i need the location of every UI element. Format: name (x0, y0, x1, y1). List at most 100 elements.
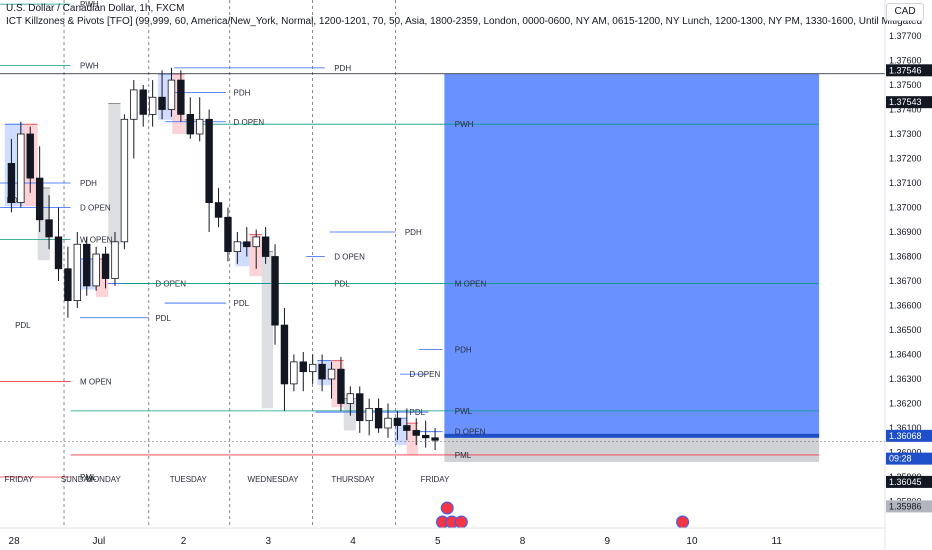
candle-body (243, 241, 251, 248)
event-flag-icon[interactable] (454, 515, 468, 529)
candle-body (186, 114, 194, 135)
day-label: MONDAY (86, 475, 121, 484)
level-label: D OPEN (410, 370, 441, 379)
price-tick: 1.37700 (889, 31, 922, 41)
killzone-box (406, 423, 419, 455)
level-label: PDL (15, 321, 31, 330)
level-label: M OPEN (455, 279, 487, 288)
level-label: PDH (80, 179, 97, 188)
candle-body (26, 133, 34, 179)
position-target-zone (444, 73, 820, 436)
candle-body (356, 393, 364, 422)
candle-body (431, 437, 439, 441)
level-label: PWH (455, 120, 474, 129)
price-label: 1.36045 (889, 477, 922, 487)
candle-body (403, 425, 411, 431)
price-tick: 1.37000 (889, 203, 922, 213)
day-label: WEDNESDAY (248, 475, 300, 484)
price-label: 1.37546 (889, 65, 922, 75)
level-label: PDH (334, 64, 351, 73)
candle-body (92, 253, 100, 287)
candle-body (271, 256, 279, 326)
date-tick: 10 (686, 536, 698, 547)
level-label: PDH (455, 346, 472, 355)
position-stop-zone (444, 435, 820, 462)
candle-body (308, 363, 317, 373)
level-label: PDH (233, 88, 250, 97)
date-tick: 9 (604, 536, 610, 547)
level-label: PML (80, 473, 97, 482)
candle-body (252, 236, 260, 248)
candle-body (101, 253, 110, 279)
event-markers[interactable] (436, 501, 690, 529)
level-label: W OPEN (80, 235, 113, 244)
pivot-levels: PWH PWH PDH D OPEN W OPEN D OPEN PDL M OPEN PML P… (0, 0, 820, 482)
price-label-box (886, 500, 932, 513)
date-tick: 11 (772, 536, 783, 547)
candle-body (384, 417, 392, 429)
candle-body (139, 89, 147, 115)
price-tick: 1.36700 (889, 276, 922, 286)
candle-body (233, 241, 242, 253)
level-label: M OPEN (80, 377, 112, 386)
candle-body (177, 79, 185, 115)
indicator-label[interactable]: ICT Killzones & Pivots [TFO] (99,999, 60… (6, 16, 923, 27)
level-label: PML (455, 451, 472, 460)
level-label: D OPEN (455, 428, 486, 437)
candle-body (261, 236, 270, 257)
price-label-box (886, 64, 932, 77)
level-label: PDL (233, 299, 249, 308)
candle-body (196, 118, 204, 135)
candle-body (346, 393, 355, 404)
candle-body (365, 407, 373, 422)
level-label: PDH (7, 196, 24, 205)
candle-body (290, 361, 298, 385)
candle-body (412, 430, 420, 436)
killzone-box (261, 251, 274, 409)
price-label-box (886, 96, 932, 109)
price-tick: 1.36400 (889, 350, 922, 360)
price-tick: 1.36500 (889, 325, 922, 335)
level-label: D OPEN (80, 204, 111, 213)
level-label: PWL (455, 407, 473, 416)
candle-body (45, 219, 53, 238)
day-label: FRIDAY (421, 475, 450, 484)
candle-body (327, 368, 336, 380)
level-label: PDL (410, 408, 426, 417)
candle-body (421, 434, 430, 439)
candle-body (7, 162, 16, 203)
candle-body (374, 407, 383, 429)
candle-body (120, 118, 129, 243)
candle-body (393, 417, 402, 426)
candle-body (83, 243, 91, 287)
price-tick: 1.37400 (889, 105, 922, 115)
candle-body (73, 243, 82, 301)
candle-body (54, 236, 63, 270)
chart-title: U.S. Dollar / Canadian Dollar, 1h, FXCM (6, 3, 185, 14)
price-label: 1.35986 (889, 501, 922, 511)
level-label: D OPEN (155, 279, 186, 288)
price-tick: 1.37100 (889, 178, 922, 188)
level-label: PDH (405, 228, 422, 237)
level-label: D OPEN (233, 118, 264, 127)
candle-body (148, 96, 157, 115)
day-label: FRIDAY (4, 475, 33, 484)
candle-body (318, 363, 326, 380)
level-label: D OPEN (334, 253, 365, 262)
event-flag-icon[interactable] (440, 501, 454, 515)
event-flag-icon[interactable] (676, 515, 690, 529)
level-label: PWH (80, 0, 99, 9)
date-tick: 4 (350, 536, 356, 547)
price-tick: 1.36200 (889, 399, 922, 409)
currency-button[interactable]: CAD (886, 3, 924, 21)
day-label: TUESDAY (170, 475, 208, 484)
killzone-box (343, 398, 356, 431)
position-box (0, 73, 885, 462)
candle-body (280, 324, 289, 385)
candle-body (111, 241, 119, 279)
candle-body (337, 368, 345, 404)
candle-body (205, 118, 213, 204)
